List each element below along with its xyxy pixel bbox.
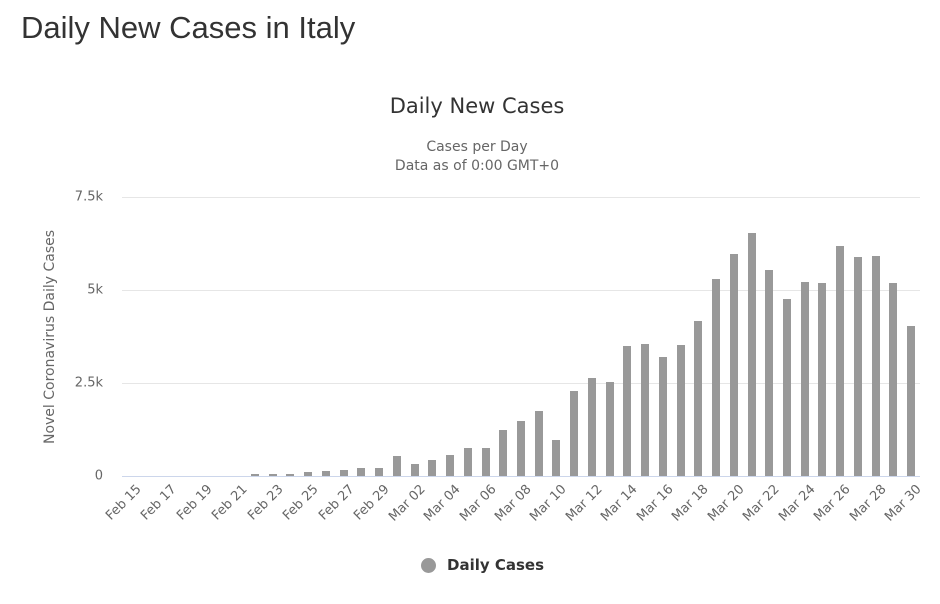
bar[interactable] bbox=[428, 460, 437, 476]
y-tick-7500: 7.5k bbox=[74, 189, 103, 205]
bar[interactable] bbox=[321, 471, 330, 476]
y-tick-5000: 5k bbox=[87, 282, 103, 298]
x-tick-label: Feb 27 bbox=[315, 482, 358, 524]
bar[interactable] bbox=[836, 246, 845, 476]
bar[interactable] bbox=[853, 256, 862, 476]
chart-subtitle: Cases per Day bbox=[426, 139, 528, 155]
x-tick-label: Feb 17 bbox=[138, 482, 180, 524]
x-tick-label: Feb 21 bbox=[209, 482, 251, 524]
page-title: Daily New Cases in Italy bbox=[21, 10, 356, 45]
x-tick-label: Mar 30 bbox=[882, 482, 925, 525]
bar[interactable] bbox=[871, 255, 880, 476]
y-axis-label: Novel Coronavirus Daily Cases bbox=[42, 229, 58, 445]
x-tick-label: Mar 20 bbox=[704, 482, 748, 525]
bar-series bbox=[122, 197, 920, 476]
bar[interactable] bbox=[623, 346, 632, 476]
chart-data-note: Data as of 0:00 GMT+0 bbox=[394, 158, 560, 174]
y-tick-2500: 2.5k bbox=[74, 375, 103, 391]
bar[interactable] bbox=[463, 448, 472, 476]
bar[interactable] bbox=[641, 343, 650, 476]
bar[interactable] bbox=[889, 282, 898, 476]
bar[interactable] bbox=[446, 454, 455, 476]
x-tick-label: Mar 10 bbox=[527, 482, 571, 525]
gridline bbox=[122, 197, 920, 198]
bar[interactable] bbox=[286, 474, 295, 476]
bar[interactable] bbox=[605, 381, 614, 476]
x-tick-label: Mar 22 bbox=[740, 482, 783, 525]
bar[interactable] bbox=[481, 448, 490, 476]
legend-circle-icon bbox=[421, 557, 436, 573]
bar[interactable] bbox=[729, 254, 738, 476]
bar[interactable] bbox=[304, 471, 313, 476]
bar[interactable] bbox=[357, 467, 366, 476]
x-tick-label: Feb 15 bbox=[102, 482, 145, 524]
x-tick-label: Mar 08 bbox=[492, 482, 535, 525]
x-tick-label: Mar 04 bbox=[421, 482, 464, 525]
bar[interactable] bbox=[587, 377, 596, 476]
bar[interactable] bbox=[534, 410, 543, 476]
legend-label: Daily Cases bbox=[447, 556, 545, 574]
bar[interactable] bbox=[800, 281, 809, 476]
x-tick-label: Mar 02 bbox=[385, 482, 429, 525]
x-tick-label: Feb 25 bbox=[280, 482, 322, 524]
bar[interactable] bbox=[499, 429, 508, 476]
y-tick-0: 0 bbox=[94, 468, 103, 484]
gridline bbox=[122, 383, 920, 384]
x-tick-label: Feb 29 bbox=[351, 482, 393, 524]
bar[interactable] bbox=[392, 455, 401, 476]
bar[interactable] bbox=[907, 326, 916, 476]
legend-item-daily-cases[interactable]: Daily Cases bbox=[421, 556, 544, 574]
bar[interactable] bbox=[410, 464, 419, 476]
bar[interactable] bbox=[658, 356, 667, 476]
x-tick-label: Mar 18 bbox=[669, 482, 712, 525]
bar[interactable] bbox=[251, 474, 259, 476]
bar[interactable] bbox=[783, 298, 791, 476]
x-tick-label: Mar 14 bbox=[598, 482, 641, 525]
x-tick-label: Mar 12 bbox=[562, 482, 606, 525]
x-tick-label: Mar 16 bbox=[633, 482, 677, 525]
x-axis-line bbox=[122, 476, 920, 477]
x-tick-label: Mar 06 bbox=[456, 482, 500, 525]
gridline bbox=[122, 290, 920, 291]
bar[interactable] bbox=[676, 344, 685, 476]
bar[interactable] bbox=[712, 278, 721, 476]
x-tick-label: Mar 26 bbox=[811, 482, 854, 525]
bar[interactable] bbox=[339, 470, 348, 476]
chart-title: Daily New Cases bbox=[389, 94, 565, 118]
x-tick-label: Mar 24 bbox=[775, 482, 819, 525]
bar[interactable] bbox=[268, 474, 277, 476]
bar[interactable] bbox=[747, 233, 756, 476]
bar[interactable] bbox=[375, 467, 384, 476]
x-tick-label: Feb 23 bbox=[244, 482, 287, 524]
bar[interactable] bbox=[818, 282, 827, 476]
x-tick-label: Mar 28 bbox=[846, 482, 890, 525]
bar[interactable] bbox=[694, 320, 703, 476]
bar[interactable] bbox=[517, 420, 525, 476]
bar[interactable] bbox=[765, 269, 774, 476]
x-tick-label: Feb 19 bbox=[173, 482, 216, 524]
bar[interactable] bbox=[570, 390, 579, 476]
bar[interactable] bbox=[552, 439, 561, 476]
